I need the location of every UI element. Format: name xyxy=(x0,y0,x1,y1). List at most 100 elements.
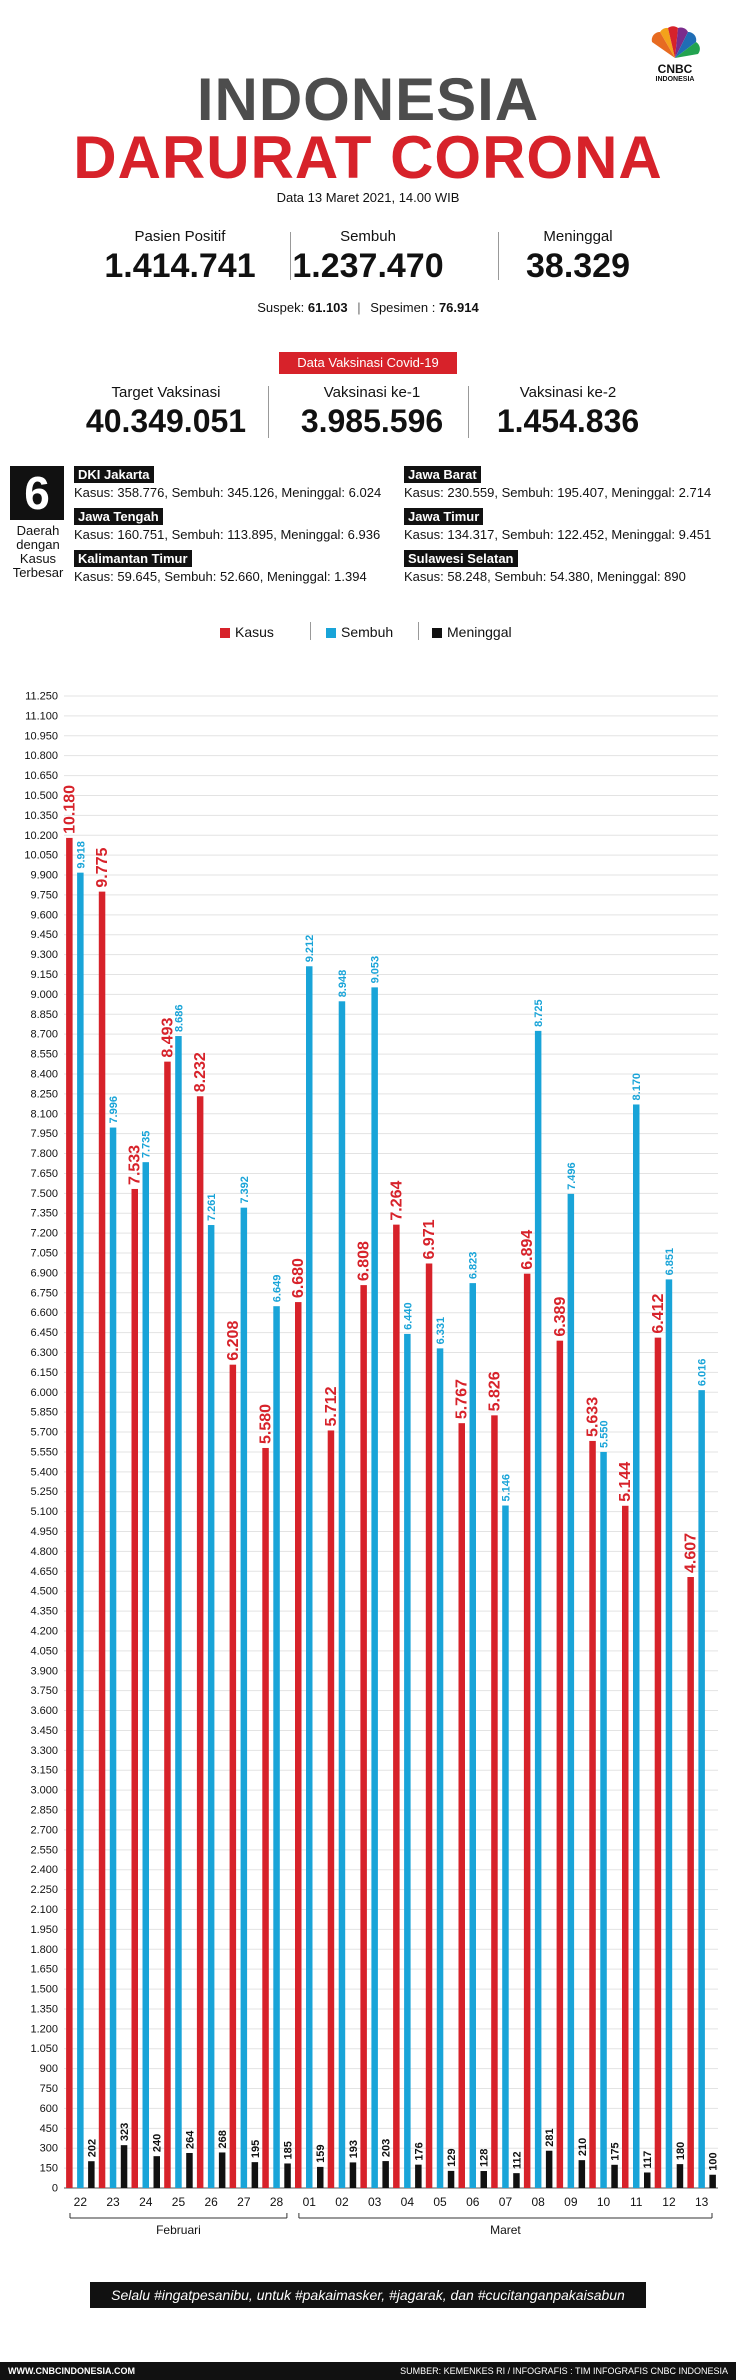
x-tick-label: 11 xyxy=(630,2195,643,2209)
y-tick-label: 8.100 xyxy=(30,1108,58,1120)
data-label-kasus: 7.533 xyxy=(127,1145,144,1185)
source-credit: SUMBER: KEMENKES RI / INFOGRAFIS : TIM I… xyxy=(400,2366,728,2376)
data-label-meninggal: 240 xyxy=(152,2134,164,2152)
data-label-sembuh: 6.649 xyxy=(272,1275,284,1303)
data-label-kasus: 6.808 xyxy=(356,1241,373,1281)
y-tick-label: 2.850 xyxy=(30,1805,58,1817)
data-label-meninggal: 268 xyxy=(217,2130,229,2148)
data-label-meninggal: 129 xyxy=(446,2149,458,2167)
data-label-meninggal: 193 xyxy=(348,2140,360,2158)
y-tick-label: 600 xyxy=(40,2103,58,2115)
bar-sembuh xyxy=(77,872,84,2188)
vaksin-value: 1.454.836 xyxy=(496,403,640,439)
y-tick-label: 1.950 xyxy=(30,1924,58,1936)
bar-meninggal xyxy=(349,2162,357,2188)
logo-brand: CNBC xyxy=(657,62,693,76)
region-jabar: Jawa Barat Kasus: 230.559, Sembuh: 195.4… xyxy=(404,466,734,500)
data-label-kasus: 5.144 xyxy=(617,1462,634,1502)
y-tick-label: 2.550 xyxy=(30,1844,58,1856)
divider xyxy=(498,232,499,280)
data-label-sembuh: 7.392 xyxy=(239,1176,251,1204)
bar-chart: 0 150 300 450 600 750 900 1.050 1.200 1.350 1.500 1… xyxy=(24,691,719,2238)
bar-kasus xyxy=(622,1505,629,2188)
suspek-label: Suspek: xyxy=(257,300,305,315)
legend-label: Kasus xyxy=(235,624,274,640)
y-tick-label: 4.800 xyxy=(30,1546,58,1558)
y-tick-label: 11.250 xyxy=(25,691,58,703)
divider xyxy=(310,622,311,640)
x-tick-label: 04 xyxy=(401,2195,415,2209)
data-label-meninggal: 323 xyxy=(119,2123,131,2141)
y-tick-label: 4.650 xyxy=(30,1566,58,1578)
data-label-kasus: 6.412 xyxy=(650,1293,667,1333)
y-tick-label: 7.350 xyxy=(30,1208,58,1220)
bar-kasus xyxy=(458,1423,465,2188)
bar-meninggal xyxy=(644,2172,651,2188)
legend-swatch xyxy=(326,628,336,638)
y-tick-label: 450 xyxy=(40,2123,58,2135)
spesimen-value: 76.914 xyxy=(438,300,479,315)
y-tick-label: 6.600 xyxy=(30,1307,58,1319)
y-tick-label: 6.300 xyxy=(30,1347,58,1359)
bar-meninggal xyxy=(284,2163,291,2188)
y-tick-label: 3.600 xyxy=(30,1705,58,1717)
data-label-kasus: 6.680 xyxy=(290,1258,307,1298)
x-tick-label: 27 xyxy=(237,2195,251,2209)
divider xyxy=(418,622,419,640)
y-tick-label: 6.750 xyxy=(30,1287,58,1299)
legend-label: Meninggal xyxy=(447,624,512,640)
y-tick-label: 300 xyxy=(40,2143,58,2155)
data-label-sembuh: 6.331 xyxy=(435,1317,447,1345)
bar-sembuh xyxy=(142,1162,149,2188)
data-label-kasus: 9.775 xyxy=(94,847,111,887)
bar-sembuh xyxy=(567,1193,575,2188)
bar-sembuh xyxy=(665,1279,673,2188)
legend-swatch xyxy=(220,628,230,638)
vaksin-value: 40.349.051 xyxy=(85,403,247,439)
data-label-kasus: 5.767 xyxy=(454,1379,471,1419)
x-tick-label: 03 xyxy=(368,2195,382,2209)
bar-sembuh xyxy=(306,966,313,2188)
vaksin-badge: Data Vaksinasi Covid-19 xyxy=(279,352,457,374)
region-name: Jawa Tengah xyxy=(74,508,163,525)
y-tick-label: 9.750 xyxy=(30,889,58,901)
bar-meninggal xyxy=(251,2162,259,2188)
y-tick-label: 5.700 xyxy=(30,1427,58,1439)
month-label: Maret xyxy=(490,2223,521,2237)
region-sulsel: Sulawesi Selatan Kasus: 58.248, Sembuh: … xyxy=(404,550,734,584)
y-tick-label: 8.550 xyxy=(30,1049,58,1061)
footer-slogan: Selalu #ingatpesanibu, untuk #pakaimaske… xyxy=(90,2282,646,2308)
data-label-sembuh: 8.170 xyxy=(631,1073,643,1101)
region-count-label: Daerah dengan Kasus Terbesar xyxy=(12,523,64,580)
bar-meninggal xyxy=(513,2173,520,2188)
vaksin-dosis-1: Vaksinasi ke-1 3.985.596 xyxy=(262,384,482,440)
bar-kasus xyxy=(425,1263,433,2188)
stat-positif: Pasien Positif 1.414.741 xyxy=(80,228,280,286)
legend-kasus: Kasus xyxy=(220,624,274,640)
data-label-kasus: 4.607 xyxy=(683,1533,700,1573)
bar-sembuh xyxy=(436,1348,444,2188)
stat-value: 1.237.470 xyxy=(292,247,444,285)
data-label-kasus: 6.389 xyxy=(552,1297,569,1337)
y-tick-label: 750 xyxy=(40,2083,58,2095)
bar-meninggal xyxy=(317,2166,324,2188)
x-tick-label: 05 xyxy=(433,2195,447,2209)
vaksin-label: Target Vaksinasi xyxy=(111,384,221,401)
data-label-kasus: 7.264 xyxy=(388,1180,405,1220)
vaksin-label: Vaksinasi ke-1 xyxy=(323,384,421,401)
y-tick-label: 7.050 xyxy=(30,1248,58,1260)
x-tick-label: 08 xyxy=(531,2195,545,2209)
y-tick-label: 8.250 xyxy=(30,1088,58,1100)
bar-sembuh xyxy=(207,1225,215,2188)
y-tick-label: 10.950 xyxy=(24,730,58,742)
data-label-meninggal: 195 xyxy=(250,2140,262,2158)
region-text: Kasus: 134.317, Sembuh: 122.452, Meningg… xyxy=(404,527,712,542)
bar-sembuh xyxy=(273,1306,280,2188)
data-label-meninggal: 117 xyxy=(642,2151,654,2169)
y-tick-label: 4.500 xyxy=(30,1586,58,1598)
bar-sembuh xyxy=(633,1104,640,2188)
region-count: 6 xyxy=(10,466,64,520)
bar-kasus xyxy=(523,1273,531,2188)
bar-kasus xyxy=(131,1188,138,2188)
y-tick-label: 2.100 xyxy=(30,1904,58,1916)
